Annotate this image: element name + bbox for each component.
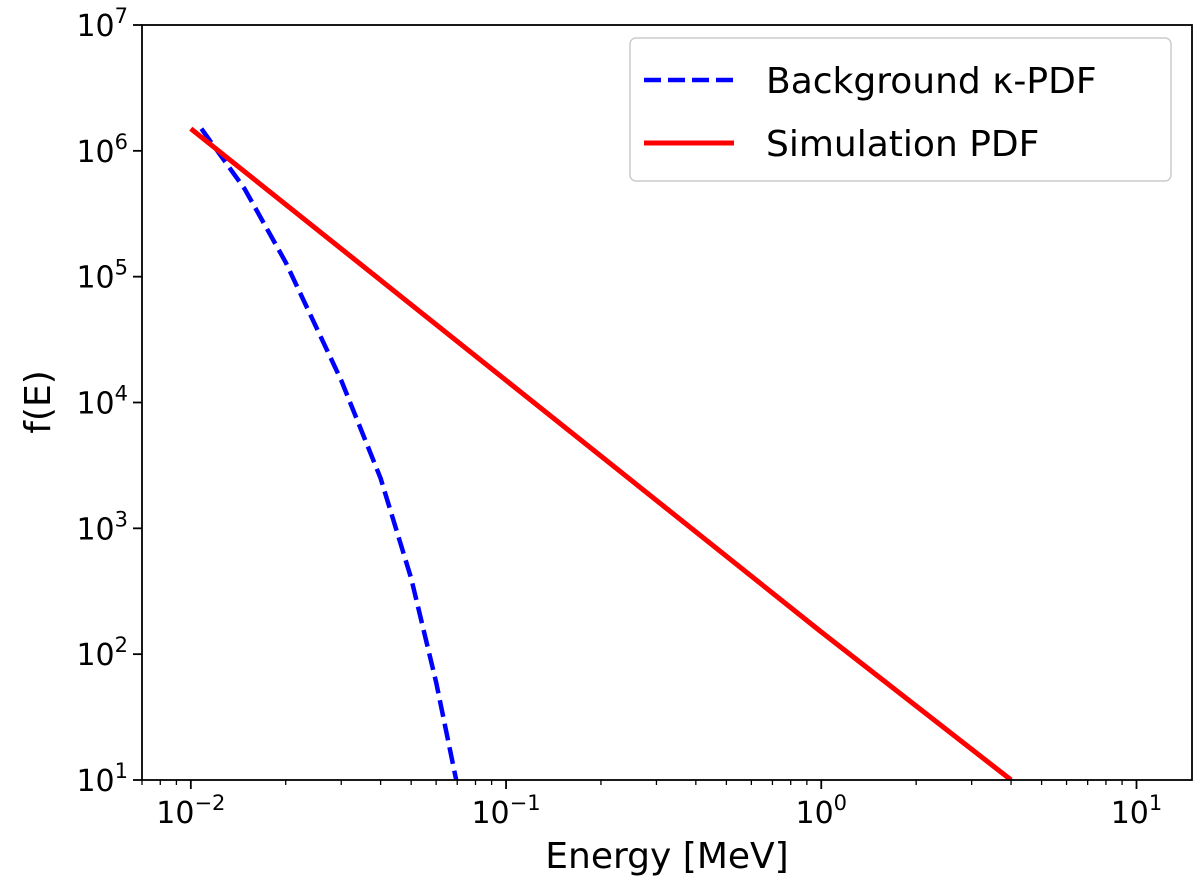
y-axis-label: f(E)	[18, 370, 59, 434]
series-line-background	[199, 127, 459, 780]
y-tick-label: 102	[76, 633, 128, 673]
y-tick-label: 107	[76, 4, 128, 44]
legend: Background κ-PDF Simulation PDF	[629, 37, 1172, 182]
legend-label-simulation: Simulation PDF	[766, 124, 1039, 165]
x-axis-label: Energy [MeV]	[545, 836, 788, 877]
x-tick-label: 100	[795, 791, 847, 831]
x-tick-label: 10−1	[471, 791, 540, 831]
y-tick-label: 104	[76, 382, 128, 422]
legend-frame	[629, 37, 1172, 182]
x-axis: 10−2 10−1 100 101	[141, 780, 1163, 831]
x-tick-label: 10−2	[156, 791, 225, 831]
series-layer	[189, 126, 1013, 780]
y-tick-label: 103	[76, 507, 128, 547]
y-tick-label: 101	[76, 759, 128, 799]
x-tick-label: 101	[1111, 791, 1163, 831]
legend-label-background: Background κ-PDF	[766, 61, 1097, 102]
y-tick-label: 105	[76, 256, 128, 296]
series-line-simulation	[189, 126, 1013, 780]
y-axis: 101 102 103 104 105 106 107	[76, 4, 142, 799]
y-tick-label: 106	[76, 130, 128, 170]
